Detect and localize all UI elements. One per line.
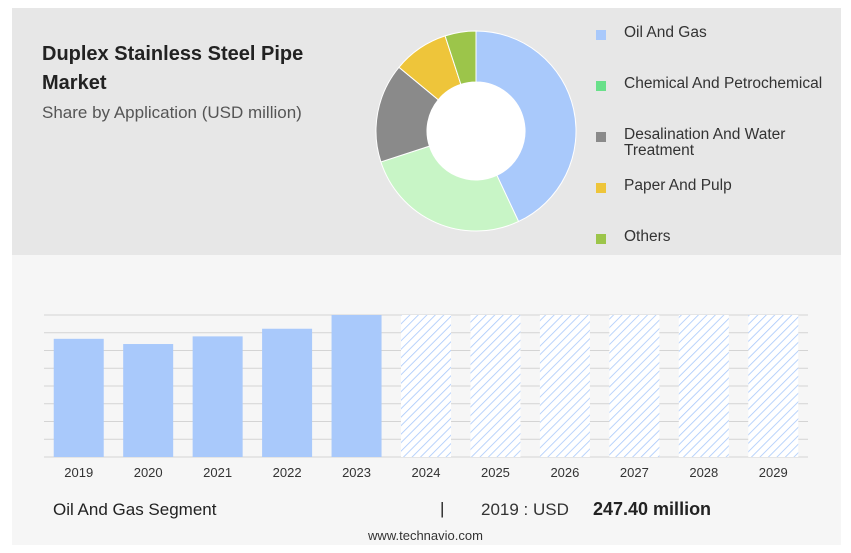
x-tick-label: 2021 xyxy=(203,465,232,480)
bar-2027 xyxy=(609,315,660,457)
bar-chart: 2019 2020 2021 2022 2023 2024 2025 2026 2027 2028… xyxy=(44,314,808,480)
x-tick-label: 2019 xyxy=(64,465,93,480)
year-label: 2019 : USD xyxy=(481,500,569,519)
bar-2019 xyxy=(53,338,104,457)
legend-swatch xyxy=(596,132,606,142)
donut-chart xyxy=(375,30,577,232)
x-tick-label: 2028 xyxy=(689,465,718,480)
donut-slice-chemical-and-petrochemical xyxy=(380,145,520,232)
legend-label: Others xyxy=(624,228,671,245)
legend-label: Paper And Pulp xyxy=(624,177,732,194)
segment-value: 247.40 million xyxy=(593,499,712,519)
legend-label: Chemical And Petrochemical xyxy=(624,75,823,92)
x-tick-label: 2026 xyxy=(550,465,579,480)
chart-subtitle: Share by Application (USD million) xyxy=(42,103,302,122)
x-tick-label: 2027 xyxy=(620,465,649,480)
x-tick-label: 2022 xyxy=(273,465,302,480)
donut-hole xyxy=(427,82,525,180)
legend-swatch xyxy=(596,234,606,244)
x-tick-label: 2024 xyxy=(412,465,441,480)
bar-2020 xyxy=(123,344,174,457)
legend-label: Oil And Gas xyxy=(624,24,707,41)
legend-swatch xyxy=(596,81,606,91)
legend-swatch xyxy=(596,30,606,40)
x-tick-label: 2023 xyxy=(342,465,371,480)
x-tick-label: 2025 xyxy=(481,465,510,480)
bar-2021 xyxy=(192,336,243,457)
bar-2025 xyxy=(470,315,521,457)
bar-2024 xyxy=(401,315,451,457)
legend-label: Desalination And Water Treatment xyxy=(624,126,786,159)
x-tick-label: 2029 xyxy=(759,465,788,480)
bar-2023 xyxy=(331,315,382,457)
footer-separator: | xyxy=(440,499,445,518)
bar-2028 xyxy=(678,315,729,457)
legend-swatch xyxy=(596,183,606,193)
bar-2022 xyxy=(262,328,313,457)
x-tick-label: 2020 xyxy=(134,465,163,480)
bar-2026 xyxy=(539,315,590,457)
chart-title: Duplex Stainless Steel Pipe Market xyxy=(42,43,304,94)
source-url[interactable]: www.technavio.com xyxy=(368,528,483,543)
bar-2029 xyxy=(748,315,799,457)
segment-label: Oil And Gas Segment xyxy=(53,500,217,519)
